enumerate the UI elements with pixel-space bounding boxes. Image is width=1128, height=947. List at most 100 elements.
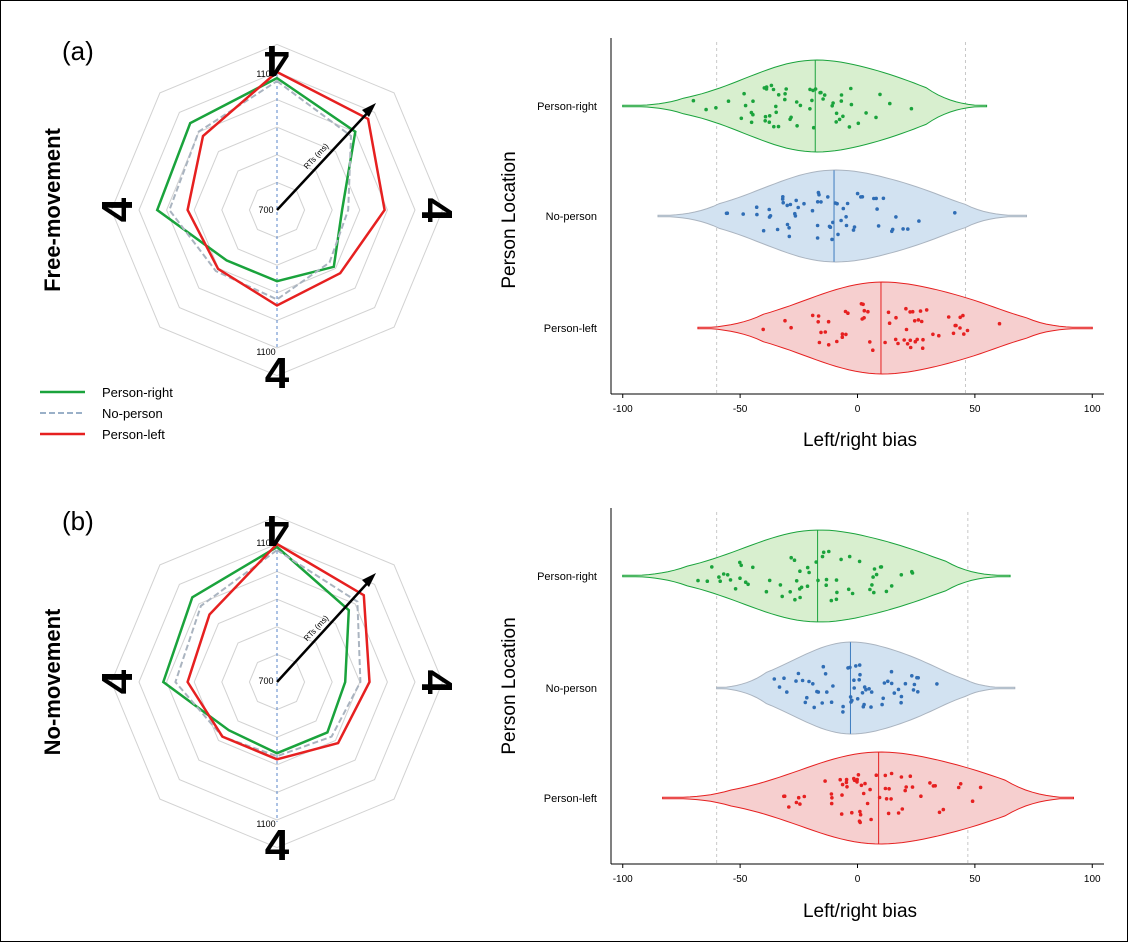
- data-point: [909, 106, 914, 111]
- data-point: [876, 224, 881, 228]
- data-point: [868, 787, 872, 792]
- data-point: [823, 779, 827, 783]
- data-point: [857, 819, 862, 823]
- data-point: [864, 111, 868, 115]
- data-point: [733, 587, 738, 591]
- data-point: [771, 87, 776, 92]
- data-point: [850, 698, 854, 703]
- data-point: [840, 793, 844, 797]
- data-point: [831, 684, 835, 688]
- data-point: [739, 563, 743, 568]
- data-point: [835, 339, 839, 344]
- radar-series-person-left: [186, 70, 386, 307]
- orientation-glyph-left-b: 4: [93, 669, 142, 694]
- data-point: [924, 308, 929, 312]
- data-point: [772, 677, 777, 681]
- data-point: [918, 309, 923, 313]
- data-point: [721, 572, 726, 576]
- data-point: [776, 124, 781, 129]
- data-point: [789, 115, 793, 120]
- x-tick-label: 0: [855, 404, 861, 415]
- violin-person-left: [697, 281, 1093, 375]
- data-point: [743, 580, 748, 584]
- orientation-glyph-top-a: 4: [264, 36, 289, 85]
- data-point: [802, 794, 807, 799]
- data-point: [860, 691, 865, 695]
- data-point: [887, 321, 892, 326]
- data-point: [831, 220, 835, 225]
- data-point: [810, 313, 815, 318]
- data-point: [877, 795, 882, 800]
- data-point: [889, 669, 894, 674]
- violin-person-left: [662, 751, 1074, 845]
- data-point: [794, 579, 799, 583]
- violin-chart-a: Person Location Left/right bias -100 -50 0…: [499, 38, 1104, 451]
- radar-chart-b: (b) No-movement RTs (ms) 1100 700 1100 4…: [40, 506, 461, 870]
- data-point: [794, 800, 799, 805]
- data-point: [883, 340, 887, 345]
- data-point: [835, 201, 839, 206]
- data-point: [784, 87, 788, 91]
- data-point: [704, 107, 708, 112]
- data-point: [854, 664, 858, 668]
- data-point: [788, 590, 792, 594]
- data-point: [905, 342, 910, 346]
- data-point: [908, 310, 912, 314]
- legend-label-person-left: Person-left: [102, 427, 165, 442]
- data-point: [839, 93, 844, 97]
- data-point: [848, 695, 853, 699]
- data-point: [798, 103, 803, 108]
- data-point: [920, 346, 925, 351]
- data-point: [861, 302, 865, 307]
- data-point: [910, 571, 915, 575]
- data-point: [825, 690, 829, 694]
- data-point: [889, 681, 894, 686]
- data-point: [872, 590, 876, 595]
- data-point: [838, 777, 842, 782]
- data-point: [844, 215, 848, 219]
- data-point: [726, 99, 731, 103]
- data-point: [807, 570, 811, 575]
- data-point: [805, 565, 810, 570]
- data-point: [839, 812, 844, 816]
- data-point: [887, 787, 891, 791]
- data-point: [958, 782, 963, 786]
- data-point: [814, 560, 818, 564]
- radar-max-label-top-a: 1100: [256, 69, 275, 79]
- data-point: [862, 685, 867, 689]
- data-point: [894, 215, 898, 219]
- data-point: [919, 794, 923, 798]
- data-point: [837, 117, 842, 122]
- data-point: [767, 207, 771, 212]
- data-point: [937, 810, 942, 815]
- data-point: [829, 700, 834, 704]
- data-point: [889, 771, 894, 776]
- data-point: [800, 678, 805, 683]
- radar-series-b: [161, 542, 371, 761]
- data-point: [912, 682, 917, 687]
- radar-series-person-right: [161, 545, 351, 755]
- data-point: [862, 308, 867, 313]
- data-point: [997, 321, 1002, 326]
- data-point: [785, 222, 790, 227]
- data-point: [886, 811, 891, 816]
- orientation-glyph-right-b: 4: [412, 670, 461, 695]
- data-point: [782, 676, 786, 680]
- data-point: [962, 332, 966, 336]
- data-point: [808, 107, 812, 111]
- data-point: [844, 777, 849, 782]
- data-point: [910, 674, 914, 678]
- category-label-person-right: Person-right: [537, 571, 597, 583]
- data-point: [755, 212, 759, 217]
- data-point: [802, 201, 806, 206]
- violin-person-right: [622, 529, 1011, 623]
- data-point: [763, 114, 768, 119]
- data-point: [847, 554, 852, 559]
- data-point: [816, 190, 821, 195]
- data-point: [789, 555, 793, 560]
- data-point: [850, 591, 855, 596]
- data-point: [849, 86, 853, 91]
- data-point: [946, 315, 951, 319]
- orientation-glyph-bottom-b: 4: [265, 821, 290, 870]
